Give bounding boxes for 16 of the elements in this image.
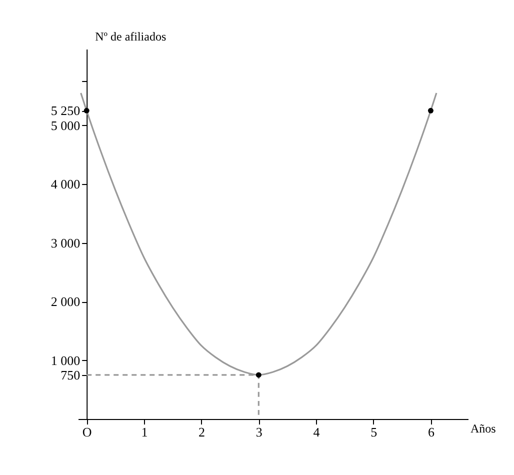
x-tick-label: 5: [370, 424, 378, 440]
x-tick-label: 3: [256, 424, 262, 440]
x-tick-label: O: [82, 424, 92, 440]
x-axis-title: Años: [470, 422, 496, 436]
y-tick-label: 5 000: [50, 118, 80, 133]
y-tick-label: 5 250: [50, 103, 80, 118]
y-tick-label: 3 000: [50, 235, 80, 250]
x-tick-label: 2: [198, 424, 206, 440]
y-tick-label: 2 000: [50, 294, 80, 310]
y-tick-label: 1 000: [50, 352, 80, 368]
x-tick-label: 6: [428, 424, 435, 440]
y-tick-label: 4 000: [50, 176, 80, 192]
y-axis-title: Nº de afiliados: [95, 30, 166, 44]
x-tick-label: 4: [313, 424, 320, 440]
y-tick-label: 750: [60, 367, 80, 382]
x-tick-label: 1: [141, 424, 148, 440]
